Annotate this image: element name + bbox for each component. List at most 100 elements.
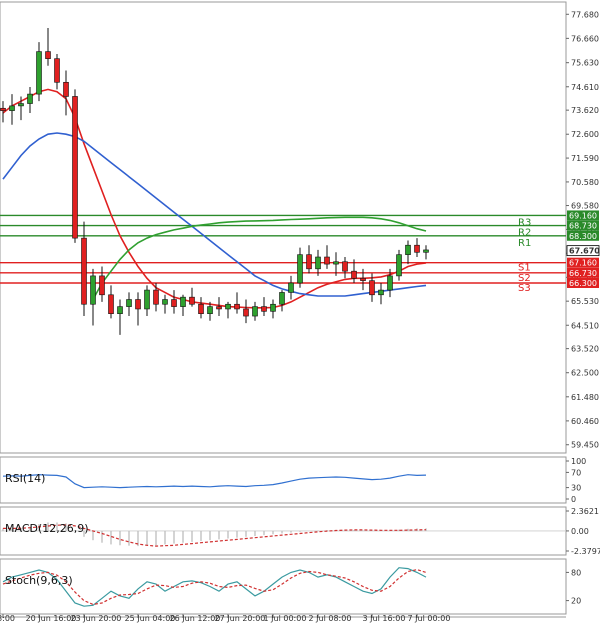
candle bbox=[423, 245, 429, 260]
candle-body-down bbox=[360, 277, 366, 281]
candle-body-down bbox=[72, 96, 78, 239]
candle bbox=[405, 240, 411, 265]
candle-body-up bbox=[387, 275, 393, 291]
price-tick-label: 75.630 bbox=[571, 59, 599, 68]
price-tick-label: 70.580 bbox=[571, 178, 599, 187]
main-panel-frame bbox=[0, 1, 567, 454]
candle bbox=[216, 297, 222, 317]
candle-body-down bbox=[324, 256, 330, 265]
candle bbox=[333, 252, 339, 276]
time-tick-label: 23 Jun 20:00 bbox=[71, 614, 122, 623]
indicator-name: Stoch(9,6,3) bbox=[5, 574, 73, 587]
candle-body-up bbox=[297, 254, 303, 284]
candle bbox=[54, 53, 60, 90]
candle-body-up bbox=[126, 299, 132, 307]
price-tick-label: 71.590 bbox=[571, 154, 599, 163]
candle bbox=[0, 101, 6, 123]
level-price-label: 68.300 bbox=[569, 232, 597, 241]
candle-body-up bbox=[207, 306, 213, 314]
level-price-tag bbox=[567, 220, 599, 231]
level-name-r3: R3 bbox=[518, 217, 531, 228]
candle-body-up bbox=[36, 51, 42, 95]
candle bbox=[144, 285, 150, 317]
candle bbox=[9, 94, 15, 125]
candle bbox=[198, 297, 204, 319]
candle-body-down bbox=[351, 270, 357, 279]
candle bbox=[414, 238, 420, 258]
time-tick-label: 25 Jun 04:00 bbox=[125, 614, 176, 623]
price-tick-label: 61.480 bbox=[571, 393, 599, 402]
level-name-s2: S2 bbox=[518, 273, 531, 284]
candle-body-down bbox=[81, 237, 87, 305]
candle bbox=[324, 245, 330, 269]
time-tick-label: 7 Jul 00:00 bbox=[408, 614, 451, 623]
indicator-tick-label: 0.00 bbox=[571, 527, 589, 536]
level-price-label: 66.730 bbox=[569, 269, 597, 278]
level-price-tag bbox=[567, 257, 599, 268]
indicator-tick-label: 0 bbox=[571, 495, 576, 504]
level-price-tag bbox=[567, 267, 599, 278]
price-tick-label: 74.610 bbox=[571, 83, 599, 92]
indicator-series-line bbox=[2, 474, 427, 489]
candle bbox=[81, 221, 87, 317]
indicator-panel-frame-3 bbox=[0, 558, 567, 615]
level-price-tag bbox=[567, 277, 599, 288]
price-tick-label: 65.530 bbox=[571, 297, 599, 306]
candle-body-up bbox=[252, 306, 258, 317]
price-tick-label: 62.500 bbox=[571, 369, 599, 378]
candle bbox=[261, 297, 267, 317]
candle-body-down bbox=[306, 254, 312, 270]
candle bbox=[36, 42, 42, 102]
candle bbox=[360, 268, 366, 291]
indicator-tick-label: -2.3797 bbox=[571, 547, 600, 556]
candle bbox=[288, 275, 294, 300]
candle bbox=[45, 27, 51, 66]
candle-body-down bbox=[99, 275, 105, 296]
candle bbox=[117, 299, 123, 335]
candle-body-up bbox=[90, 275, 96, 305]
candle bbox=[234, 292, 240, 314]
candle bbox=[342, 257, 348, 279]
candle-body-up bbox=[180, 296, 186, 307]
candle-body-down bbox=[54, 58, 60, 83]
indicator-series-line bbox=[3, 524, 427, 547]
candle bbox=[396, 249, 402, 281]
candle-body-down bbox=[369, 280, 375, 296]
indicator-tick-label: 80 bbox=[571, 568, 581, 577]
candle-body-up bbox=[162, 299, 168, 305]
indicator-tick-label: 100 bbox=[571, 457, 586, 466]
candle-body-down bbox=[216, 306, 222, 310]
candle-body-up bbox=[405, 244, 411, 255]
candle bbox=[189, 287, 195, 307]
indicator-tick-label: 20 bbox=[571, 597, 581, 606]
indicator-name: MACD(12,26,9) bbox=[5, 522, 89, 535]
level-price-label: 68.730 bbox=[569, 222, 597, 231]
candle-body-down bbox=[171, 299, 177, 307]
price-tick-label: 63.520 bbox=[571, 345, 599, 354]
candle bbox=[207, 301, 213, 321]
candle bbox=[297, 247, 303, 288]
candle-body-down bbox=[0, 107, 6, 111]
candle-body-up bbox=[288, 282, 294, 293]
candle bbox=[369, 273, 375, 302]
current-price-tag bbox=[566, 245, 600, 257]
candle-body-up bbox=[378, 289, 384, 296]
candle-body-up bbox=[117, 306, 123, 314]
candle bbox=[153, 282, 159, 312]
candle bbox=[63, 70, 69, 116]
level-name-r1: R1 bbox=[518, 238, 531, 249]
indicator-series-line bbox=[2, 567, 427, 607]
candle bbox=[387, 268, 393, 298]
candle-body-down bbox=[342, 261, 348, 272]
candle-body-down bbox=[63, 81, 69, 97]
level-price-tag bbox=[567, 230, 599, 241]
candle bbox=[252, 301, 258, 321]
candle bbox=[171, 290, 177, 314]
price-tick-label: 60.460 bbox=[571, 417, 599, 426]
candle bbox=[126, 292, 132, 317]
level-name-s1: S1 bbox=[518, 263, 531, 274]
candle-body-up bbox=[315, 256, 321, 270]
candle bbox=[135, 292, 141, 326]
time-tick-label: 08:00 bbox=[0, 614, 15, 623]
candle bbox=[108, 285, 114, 319]
